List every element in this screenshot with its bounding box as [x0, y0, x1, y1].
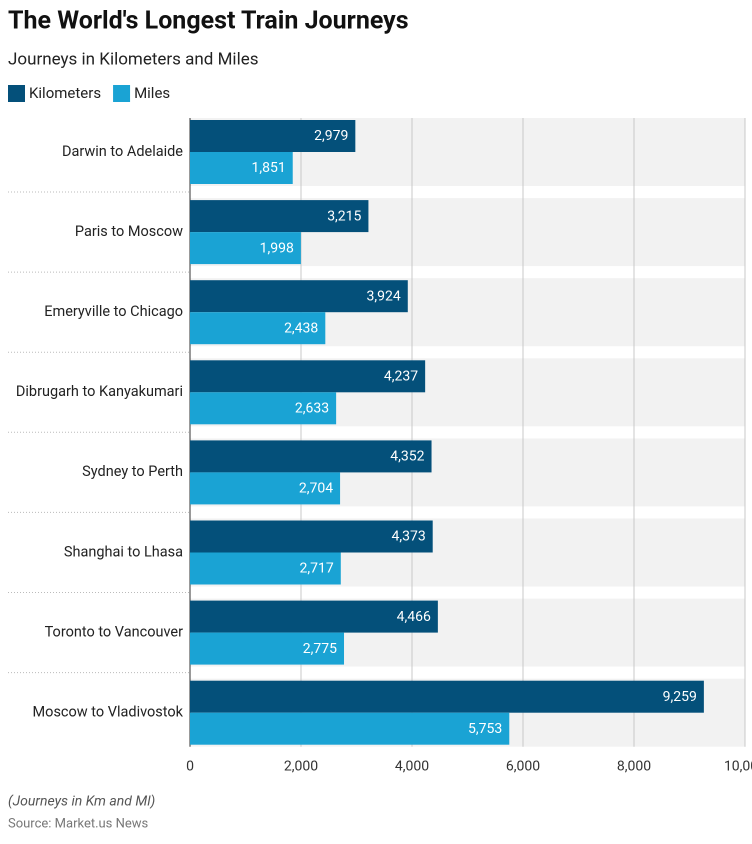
y-tick-label: Shanghai to Lhasa: [64, 543, 183, 560]
x-tick-label: 8,000: [617, 758, 651, 774]
y-tick-label: Dibrugarh to Kanyakumari: [16, 383, 183, 400]
bar: [190, 440, 432, 473]
source: Source: Market.us News: [8, 816, 149, 831]
x-tick-label: 0: [186, 758, 194, 774]
bar: [190, 120, 356, 152]
data-label: 4,466: [397, 609, 431, 625]
y-tick-label: Emeryville to Chicago: [44, 303, 183, 320]
bar: [190, 600, 438, 633]
bar: [190, 280, 408, 313]
y-tick-label: Darwin to Adelaide: [62, 143, 183, 160]
data-label: 9,259: [663, 689, 697, 705]
y-tick-label: Paris to Moscow: [75, 223, 183, 240]
data-label: 4,373: [391, 529, 425, 545]
bar: [190, 520, 433, 553]
bar: [190, 472, 341, 505]
bar: [190, 152, 293, 184]
data-label: 2,438: [284, 320, 318, 336]
data-label: 3,215: [327, 208, 361, 224]
data-label: 2,979: [314, 128, 348, 144]
bar: [190, 232, 301, 265]
legend-swatch: [113, 85, 131, 102]
bar: [190, 712, 510, 745]
bar: [190, 552, 341, 585]
data-label: 2,633: [295, 401, 329, 417]
data-label: 4,352: [390, 449, 424, 465]
data-label: 3,924: [367, 288, 401, 304]
bar: [190, 680, 704, 713]
legend-label: Miles: [134, 84, 170, 102]
y-tick-label: Sydney to Perth: [82, 463, 183, 480]
x-tick-label: 2,000: [284, 758, 318, 774]
bar: [190, 392, 337, 425]
x-tick-label: 6,000: [506, 758, 540, 774]
bar: [190, 312, 326, 345]
chart-title: The World's Longest Train Journeys: [8, 7, 409, 36]
y-tick-label: Moscow to Vladivostok: [33, 704, 184, 721]
data-label: 4,237: [384, 369, 418, 385]
chart-subtitle: Journeys in Kilometers and Miles: [8, 49, 259, 69]
bar: [190, 360, 426, 393]
data-label: 5,753: [468, 721, 502, 737]
data-label: 2,717: [300, 561, 334, 577]
x-tick-label: 4,000: [395, 758, 429, 774]
bar: [190, 632, 345, 665]
legend-label: Kilometers: [29, 84, 101, 102]
y-tick-label: Toronto to Vancouver: [45, 623, 183, 640]
note: (Journeys in Km and Ml): [8, 794, 155, 810]
data-label: 1,998: [260, 240, 294, 256]
data-label: 2,704: [299, 481, 333, 497]
data-label: 1,851: [251, 160, 285, 176]
data-label: 2,775: [303, 641, 337, 657]
x-tick-label: 10,000: [724, 758, 752, 774]
bar: [190, 200, 369, 233]
legend-swatch: [8, 85, 25, 102]
